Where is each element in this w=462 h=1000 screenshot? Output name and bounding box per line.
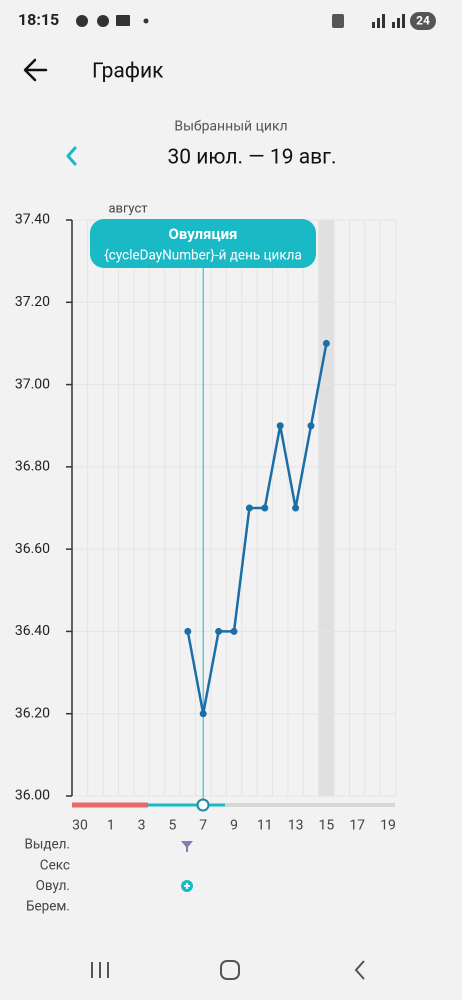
y-tick-label: 36.60 (15, 541, 50, 557)
temperature-point (276, 422, 284, 430)
x-tick-label: 11 (257, 818, 273, 834)
x-tick-label: 15 (319, 818, 335, 834)
today-column (318, 220, 335, 796)
status-time: 18:15 (18, 10, 59, 29)
temperature-point (307, 422, 315, 430)
row-label: Овул. (36, 878, 70, 894)
nav-bar (91, 960, 365, 980)
back-button[interactable] (23, 58, 48, 82)
battery-level: 24 (416, 14, 430, 28)
x-tick-label: 9 (230, 818, 238, 834)
prev-cycle-button[interactable] (66, 146, 77, 166)
chart: 36.00 36.20 36.40 36.60 36.80 37.00 37.20 37.40… (15, 201, 397, 834)
page-title: График (92, 60, 164, 84)
y-tick-label: 36.00 (15, 788, 50, 804)
y-tick-label: 36.80 (15, 459, 50, 475)
x-tick-label: 13 (288, 818, 304, 834)
cycle-bar-marker (196, 798, 210, 812)
row-label: Берем. (26, 899, 70, 915)
temperature-point (230, 627, 238, 635)
temperature-point (184, 627, 192, 635)
temperature-point (261, 504, 269, 512)
temperature-point (292, 504, 300, 512)
y-tick-label: 37.20 (15, 294, 50, 310)
status-icons (76, 12, 436, 30)
tooltip-title: Овуляция (169, 225, 238, 243)
row-label: Выдел. (24, 837, 70, 853)
cycle-range: 30 июл. — 19 авг. (167, 146, 336, 170)
x-tick-label: 1 (107, 818, 115, 834)
month-label: август (108, 201, 147, 216)
x-tick-label: 5 (168, 818, 176, 834)
y-tick-label: 37.00 (15, 376, 50, 392)
nav-recent[interactable] (91, 962, 109, 978)
x-tick-label: 7 (199, 818, 207, 834)
tooltip-subtitle: {cycleDayNumber}-й день цикла (104, 248, 302, 264)
y-tick-label: 37.40 (15, 212, 50, 228)
x-tick-label: 30 (72, 818, 88, 834)
discharge-icon (181, 841, 193, 852)
temperature-point (215, 627, 223, 635)
y-tick-label: 36.40 (15, 623, 50, 639)
temperature-point (322, 339, 330, 347)
x-tick-label: 17 (349, 818, 365, 834)
ovulation-icon-plus (184, 883, 190, 889)
ovulation-tooltip (90, 219, 316, 268)
nav-home[interactable] (220, 960, 240, 980)
temperature-point (199, 710, 207, 718)
x-tick-label: 3 (138, 818, 146, 834)
row-label: Секс (40, 857, 70, 873)
temperature-point (245, 504, 253, 512)
temperature-line (186, 343, 328, 715)
nav-back[interactable] (354, 960, 365, 980)
y-tick-label: 36.20 (15, 705, 50, 721)
x-tick-label: 19 (380, 818, 396, 834)
cycle-label: Выбранный цикл (174, 119, 287, 135)
